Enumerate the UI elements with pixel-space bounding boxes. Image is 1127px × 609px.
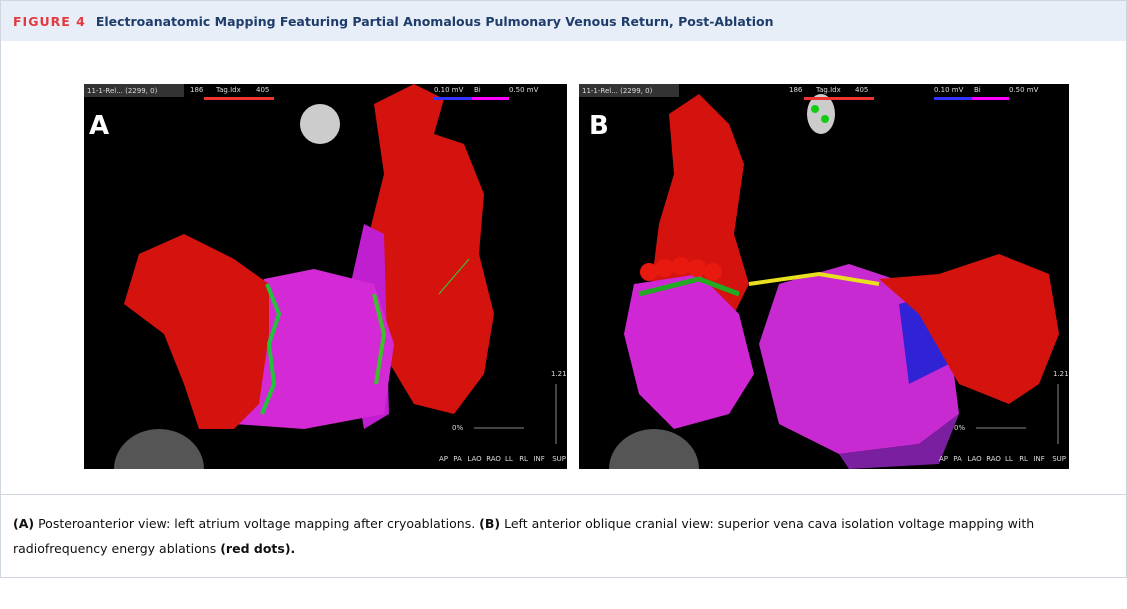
view-button[interactable]: PA bbox=[953, 455, 962, 463]
voltage-max: 0.50 mV bbox=[509, 86, 539, 94]
view-button[interactable]: RL bbox=[1019, 455, 1028, 463]
view-button[interactable]: SUP bbox=[1052, 455, 1066, 463]
view-button[interactable]: LAO bbox=[467, 455, 482, 463]
tag-min: 186 bbox=[190, 86, 204, 94]
view-button[interactable]: INF bbox=[533, 455, 544, 463]
voltage-max: 0.50 mV bbox=[1009, 86, 1039, 94]
tag-name: Tag.Idx bbox=[215, 86, 241, 94]
voltage-min: 0.10 mV bbox=[934, 86, 964, 94]
tag-max: 405 bbox=[855, 86, 868, 94]
view-button[interactable]: LL bbox=[1005, 455, 1013, 463]
figure: FIGURE 4 Electroanatomic Mapping Featuri… bbox=[0, 0, 1127, 578]
caption-text: Posteroanterior view: left atrium voltag… bbox=[34, 516, 479, 531]
voltage-name: Bi bbox=[974, 86, 981, 94]
map-image: 11-1-Rel... (2299, 0) 186 Tag.Idx 405 0.… bbox=[579, 84, 1069, 469]
view-buttons: AP PA LAO RAO LL RL INF SUP bbox=[439, 455, 566, 463]
caption-text: (red dots). bbox=[220, 541, 295, 556]
opacity-value: 0% bbox=[954, 424, 965, 432]
panel: 11-1-Rel... (2299, 0) 186 Tag.Idx 405 0.… bbox=[84, 84, 567, 469]
panel-label: A bbox=[89, 111, 109, 141]
tag-name: Tag.Idx bbox=[815, 86, 841, 94]
panel-label: B bbox=[589, 111, 609, 141]
figure-title: Electroanatomic Mapping Featuring Partia… bbox=[96, 14, 774, 29]
view-button[interactable]: RAO bbox=[486, 455, 501, 463]
map-image: 11-1-Rel... (2299, 0) 186 Tag.Idx 405 0.… bbox=[84, 84, 567, 469]
toolbar-label: 11-1-Rel... (2299, 0) bbox=[87, 87, 158, 95]
view-button[interactable]: RAO bbox=[986, 455, 1001, 463]
zoom-value: 1.21 bbox=[1053, 370, 1069, 378]
opacity-value: 0% bbox=[452, 424, 463, 432]
view-button[interactable]: RL bbox=[519, 455, 528, 463]
caption: (A) Posteroanterior view: left atrium vo… bbox=[13, 511, 1113, 561]
voltage-name: Bi bbox=[474, 86, 481, 94]
separator bbox=[1, 494, 1126, 495]
toolbar-label: 11-1-Rel... (2299, 0) bbox=[582, 87, 653, 95]
view-buttons: AP PA LAO RAO LL RL INF SUP bbox=[939, 455, 1066, 463]
view-button[interactable]: LL bbox=[505, 455, 513, 463]
view-button[interactable]: PA bbox=[453, 455, 462, 463]
caption-text: (A) bbox=[13, 516, 34, 531]
tag-min: 186 bbox=[789, 86, 803, 94]
zoom-value: 1.21 bbox=[551, 370, 567, 378]
caption-text: (B) bbox=[479, 516, 500, 531]
voltage-min: 0.10 mV bbox=[434, 86, 464, 94]
view-button[interactable]: AP bbox=[439, 455, 448, 463]
view-button[interactable]: INF bbox=[1033, 455, 1044, 463]
view-button[interactable]: AP bbox=[939, 455, 948, 463]
panel: 11-1-Rel... (2299, 0) 186 Tag.Idx 405 0.… bbox=[579, 84, 1069, 469]
view-button[interactable]: LAO bbox=[967, 455, 982, 463]
figure-label: FIGURE 4 bbox=[13, 14, 86, 29]
figure-header: FIGURE 4 Electroanatomic Mapping Featuri… bbox=[1, 1, 1126, 41]
tag-max: 405 bbox=[256, 86, 269, 94]
view-button[interactable]: SUP bbox=[552, 455, 566, 463]
